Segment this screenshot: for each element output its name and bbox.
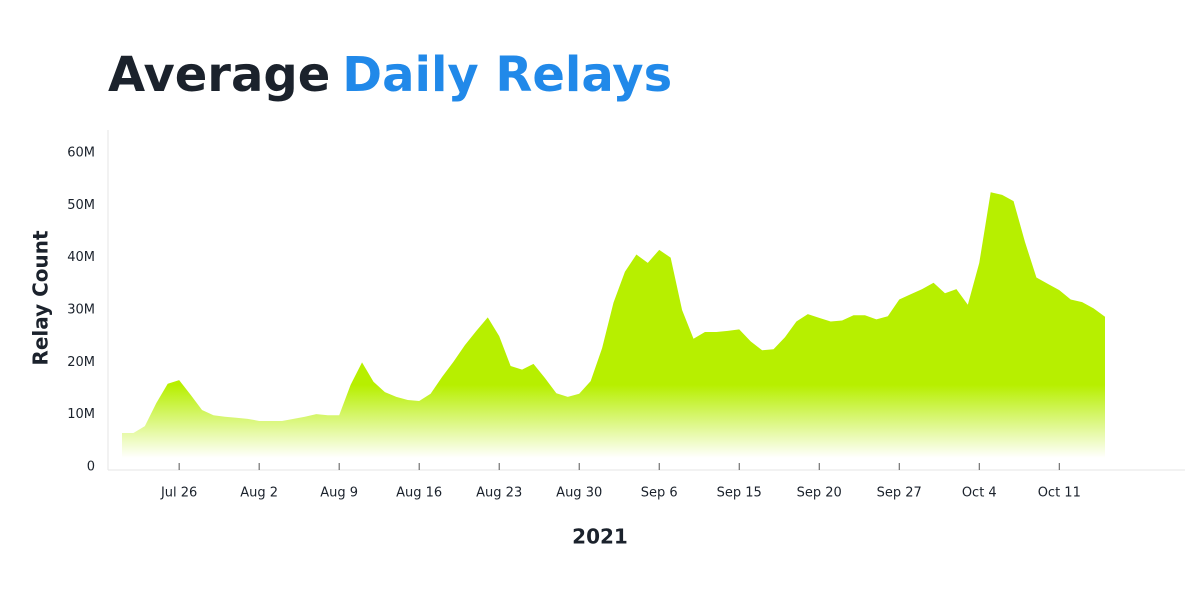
y-tick-label: 40M <box>67 250 95 265</box>
x-tick-label: Sep 20 <box>797 486 842 501</box>
x-tick-label: Oct 11 <box>1038 486 1081 501</box>
x-tick-label: Sep 27 <box>877 486 922 501</box>
y-axis-label: Relay Count <box>29 230 53 366</box>
y-tick-label: 50M <box>67 198 95 213</box>
y-tick-label: 30M <box>67 303 95 318</box>
x-tick-label: Aug 9 <box>320 486 358 501</box>
x-tick-label: Aug 2 <box>240 486 278 501</box>
x-tick-label: Oct 4 <box>962 486 997 501</box>
x-tick-label: Jul 26 <box>160 486 197 501</box>
x-tick-label: Aug 16 <box>396 486 442 501</box>
x-tick-label: Aug 23 <box>476 486 522 501</box>
title-highlight: Daily Relays <box>342 47 672 103</box>
x-tick-label: Sep 15 <box>717 486 762 501</box>
y-tick-label: 20M <box>67 355 95 370</box>
y-tick-label: 0 <box>87 460 95 475</box>
title-part: Average <box>108 47 330 103</box>
x-axis-label: 2021 <box>572 525 628 549</box>
chart-title: Average Daily Relays <box>108 47 672 103</box>
x-tick-label: Sep 6 <box>641 486 678 501</box>
x-tick-label: Aug 30 <box>556 486 602 501</box>
y-tick-label: 60M <box>67 146 95 161</box>
y-tick-label: 10M <box>67 407 95 422</box>
area <box>122 192 1105 467</box>
